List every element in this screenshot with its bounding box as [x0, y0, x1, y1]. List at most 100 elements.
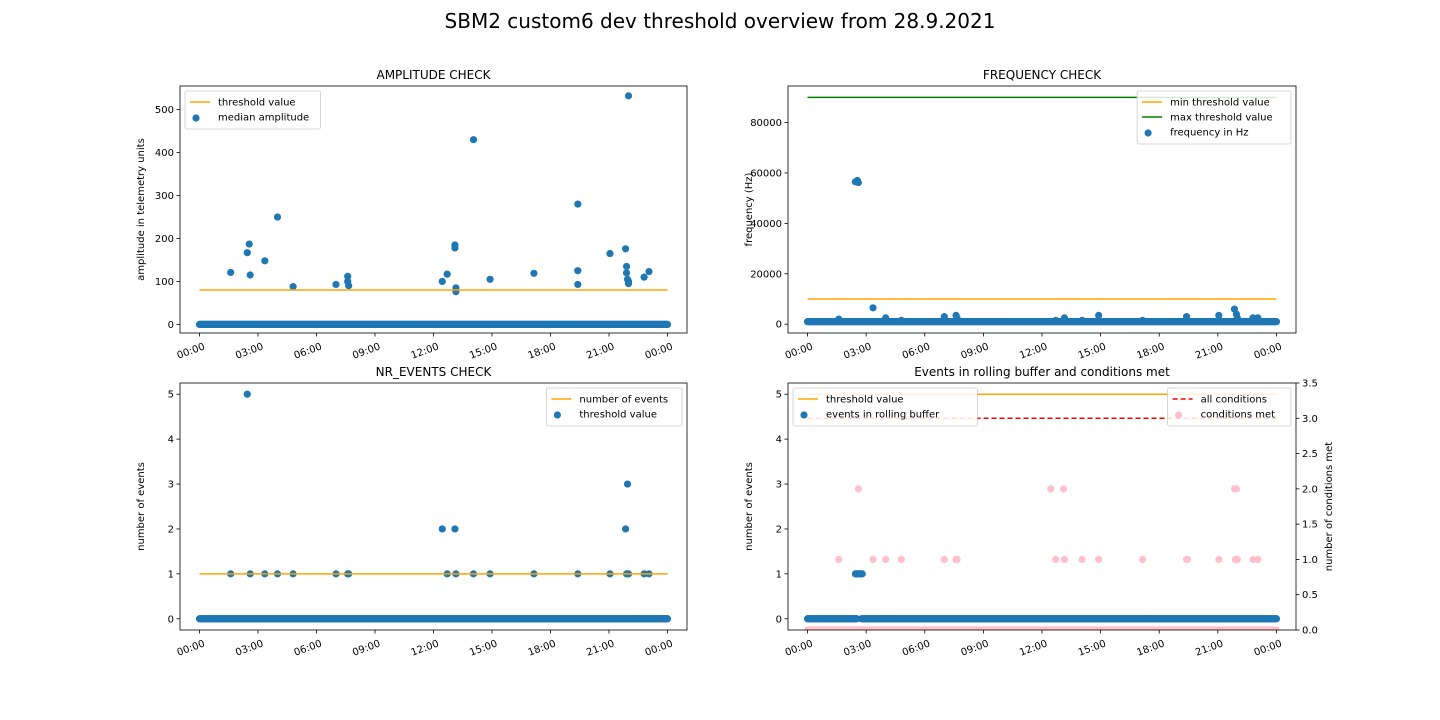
data-point [869, 555, 877, 564]
legend-entry: median amplitude [218, 113, 309, 124]
data-point [882, 555, 890, 564]
data-point [1052, 316, 1060, 324]
x-axis-ticks: 00:00 03:00 06:00 09:00 12:00 15:00 18:00 21:00… [176, 333, 675, 362]
y-tick-label: 4 [168, 435, 174, 446]
data-point [1078, 555, 1086, 564]
x-tick-label: 18:00 [527, 341, 558, 361]
plot-frame [787, 85, 1297, 334]
chart-amplitude: AMPLITUDE CHECK 0 100 200 300 400 500 00:00 03:0… [136, 68, 688, 362]
data-point [624, 280, 633, 288]
data-point [1272, 615, 1281, 623]
y-tick-label: 200 [155, 234, 174, 245]
legend-entry: frequency in Hz [1170, 128, 1248, 139]
x-tick-label: 03:00 [234, 341, 265, 361]
data-point [486, 275, 494, 283]
x-tick-label: 09:00 [351, 638, 382, 658]
data-point [1215, 555, 1223, 564]
series-threshold-value [195, 390, 672, 623]
y-right-tick-label: 0.0 [1302, 626, 1318, 637]
y-tick-label: 500 [155, 105, 174, 116]
data-point [1047, 485, 1055, 493]
x-tick-label: 00:00 [644, 638, 675, 658]
legend-marker-swatch [1144, 129, 1152, 137]
y-tick-label: 0 [776, 320, 782, 331]
x-tick-label: 06:00 [293, 638, 324, 658]
legend-marker-swatch [192, 114, 200, 122]
legend: min threshold value max threshold value fr… [1136, 90, 1292, 145]
data-layer [803, 96, 1281, 326]
x-tick-label: 18:00 [527, 638, 558, 658]
series-frequency-in-Hz [803, 176, 1281, 326]
data-point [606, 249, 614, 258]
y-tick-label: 5 [776, 390, 782, 401]
data-point [621, 525, 630, 533]
y-tick-label: 1 [776, 569, 782, 580]
x-tick-label: 03:00 [842, 341, 873, 361]
legend-entry: min threshold value [1170, 98, 1270, 109]
y-axis-label: number of events [744, 462, 755, 551]
x-axis-ticks: 00:00 03:00 06:00 09:00 12:00 15:00 18:00 21:00… [176, 630, 675, 659]
y-axis-ticks: 0 1 2 3 4 5 [776, 390, 788, 625]
x-tick-label: 09:00 [960, 638, 991, 658]
legend: threshold value events in rolling buffer [792, 387, 978, 427]
data-point [897, 555, 905, 564]
x-tick-label: 06:00 [901, 341, 932, 361]
x-tick-label: 21:00 [585, 638, 616, 658]
data-point [835, 315, 843, 323]
y-tick-label: 4 [776, 435, 782, 446]
data-point [624, 92, 633, 100]
y-tick-label: 3 [776, 480, 782, 491]
data-point [1182, 313, 1191, 321]
data-point [1272, 318, 1281, 326]
data-point [940, 313, 948, 321]
legend-box [1167, 387, 1292, 427]
data-point [469, 136, 478, 144]
data-point [882, 314, 890, 322]
data-layer [195, 390, 672, 623]
legend-marker-swatch [553, 411, 562, 419]
y-tick-label: 400 [155, 148, 174, 159]
y-tick-label: 300 [155, 191, 174, 202]
y-right-tick-label: 2.0 [1302, 484, 1318, 495]
legend-entry: events in rolling buffer [826, 410, 940, 421]
x-tick-label: 21:00 [585, 341, 616, 361]
x-tick-label: 00:00 [784, 341, 815, 361]
y-axis-ticks: 0 20000 40000 60000 80000 [750, 118, 788, 331]
data-point [1232, 485, 1241, 493]
legend-entry: all conditions [1201, 395, 1267, 406]
y-tick-label: 3 [168, 480, 174, 491]
data-point [1139, 555, 1147, 564]
data-point [530, 269, 538, 277]
legend-entry: threshold value [579, 410, 657, 421]
y-tick-label: 80000 [750, 118, 782, 129]
legend-entry: max threshold value [1170, 113, 1273, 124]
y-axis-ticks: 0 1 2 3 4 5 [168, 390, 180, 625]
data-point [953, 314, 961, 322]
y-axis-ticks: 0 100 200 300 400 500 [155, 105, 180, 331]
x-tick-label: 12:00 [410, 341, 441, 361]
data-point [243, 249, 251, 257]
chart-title: FREQUENCY CHECK [983, 68, 1102, 82]
y-tick-label: 2 [168, 524, 174, 535]
legend-box [546, 387, 683, 427]
data-point [438, 525, 446, 533]
chart-nr_events: NR_EVENTS CHECK 0 1 2 3 4 5 00:00 03:00 06:00 09:0… [136, 365, 688, 659]
series-conditions-met [803, 414, 1281, 630]
data-layer [803, 393, 1281, 630]
x-tick-label: 03:00 [234, 638, 265, 658]
legend-entry: threshold value [218, 98, 296, 109]
plot-frame [179, 382, 688, 631]
plot-frame [179, 85, 688, 334]
y-tick-label: 100 [155, 277, 174, 288]
legend-box [184, 90, 322, 130]
data-point [246, 271, 254, 279]
x-tick-label: 03:00 [842, 638, 873, 658]
y-axis-label: amplitude in telemetry units [136, 138, 147, 281]
chart-title: NR_EVENTS CHECK [376, 365, 493, 379]
plot-frame [787, 382, 1297, 631]
data-point [451, 525, 459, 533]
data-point [640, 273, 648, 281]
data-layer [195, 92, 672, 329]
series-median-amplitude [195, 92, 672, 329]
